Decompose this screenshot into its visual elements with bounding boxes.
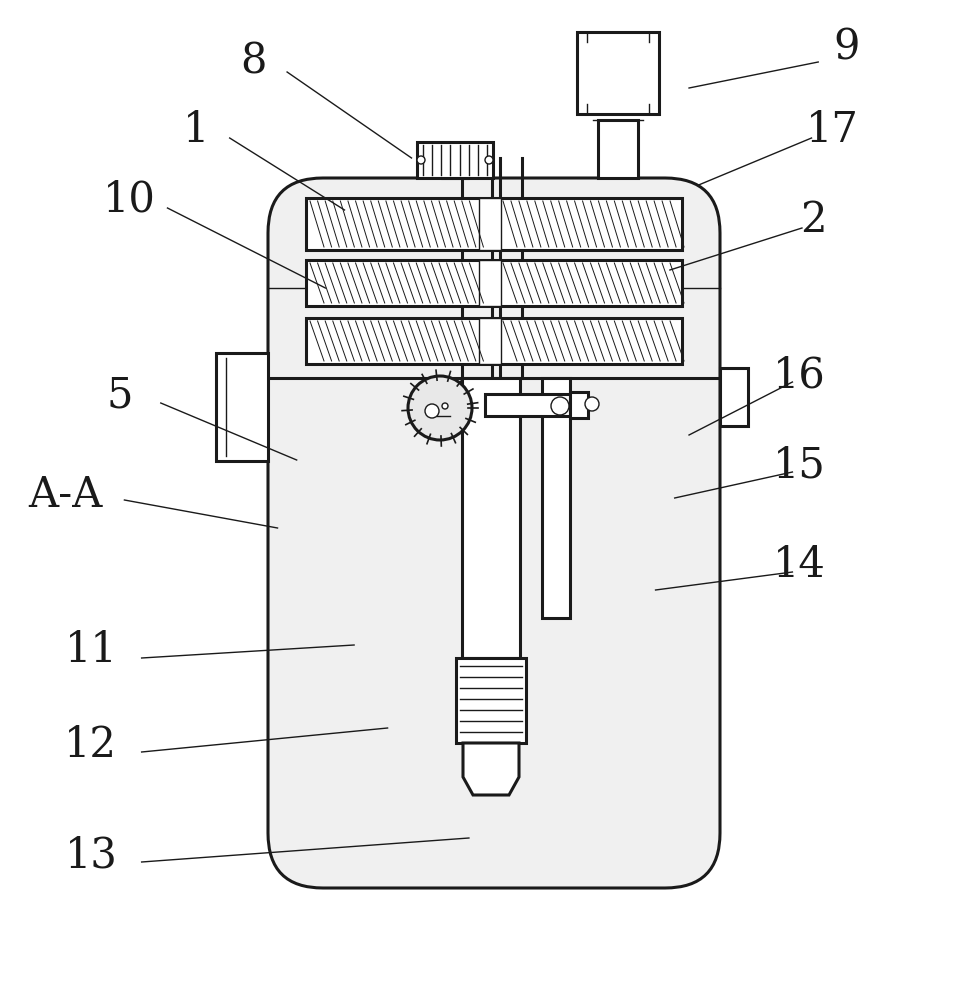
Circle shape — [425, 404, 439, 418]
Bar — [485, 394, 570, 416]
Text: 8: 8 — [240, 41, 267, 83]
Polygon shape — [463, 743, 519, 795]
Text: 15: 15 — [772, 444, 826, 486]
Text: 11: 11 — [64, 629, 118, 671]
Bar — [479, 318, 501, 364]
Circle shape — [408, 376, 472, 440]
FancyBboxPatch shape — [268, 178, 720, 888]
Bar — [542, 378, 570, 618]
Circle shape — [485, 156, 493, 164]
Text: 2: 2 — [800, 199, 827, 241]
Text: 17: 17 — [806, 109, 859, 151]
Bar — [577, 32, 659, 114]
Text: 10: 10 — [102, 179, 156, 221]
Text: 1: 1 — [183, 109, 210, 151]
Bar — [417, 142, 493, 178]
Text: 12: 12 — [64, 724, 118, 766]
Bar — [306, 318, 682, 364]
Bar — [479, 260, 501, 306]
Circle shape — [585, 397, 599, 411]
Bar — [456, 658, 526, 743]
Text: 5: 5 — [106, 374, 133, 416]
Text: 14: 14 — [772, 544, 826, 586]
Bar — [479, 198, 501, 250]
Bar — [570, 392, 588, 418]
Bar — [598, 120, 638, 178]
Text: 9: 9 — [834, 27, 860, 69]
Text: 16: 16 — [772, 354, 826, 396]
Bar — [462, 378, 520, 658]
Bar — [216, 353, 268, 461]
Text: A-A: A-A — [28, 474, 102, 516]
Text: 13: 13 — [64, 834, 118, 876]
Circle shape — [417, 156, 425, 164]
Bar — [720, 368, 748, 426]
Bar — [306, 260, 682, 306]
Circle shape — [551, 397, 569, 415]
Bar — [306, 198, 682, 250]
Circle shape — [442, 403, 448, 409]
